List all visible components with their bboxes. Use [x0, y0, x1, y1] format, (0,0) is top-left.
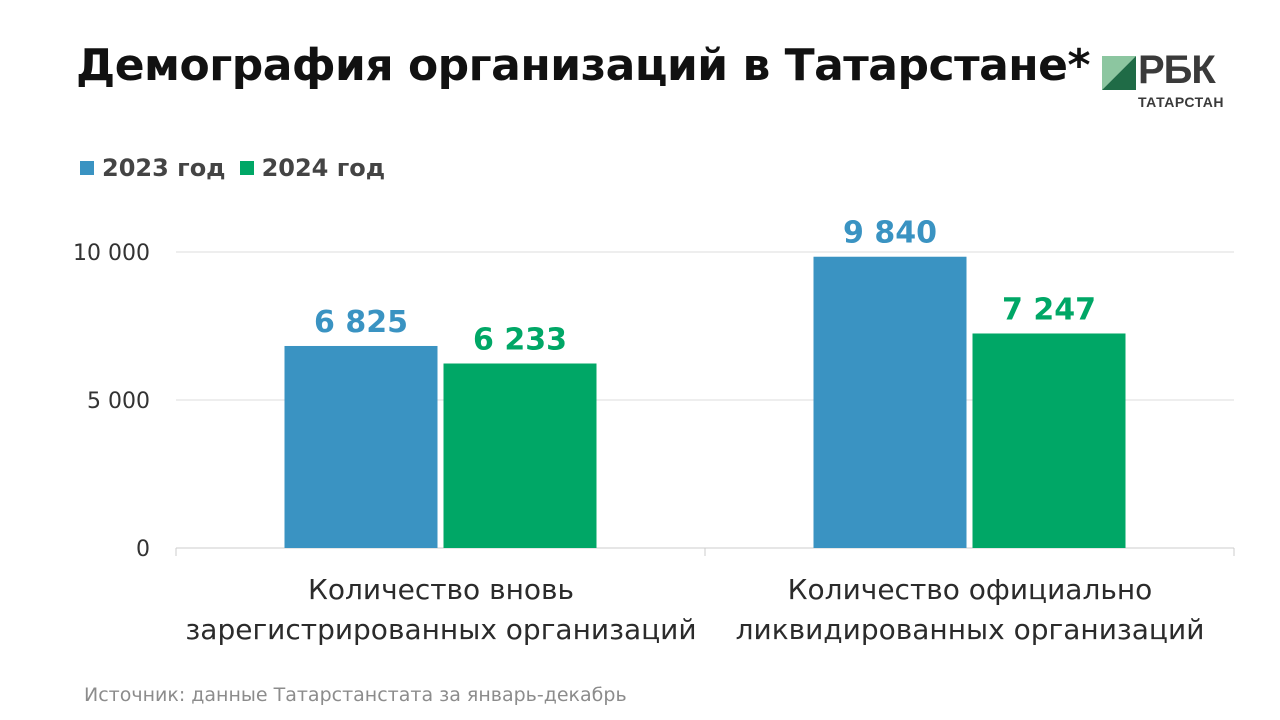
source-note: Источник: данные Татарстанстата за январ… — [84, 684, 627, 706]
legend-label-2024: 2024 год — [261, 154, 386, 182]
legend-swatch-2023 — [80, 161, 94, 175]
data-label: 7 247 — [1002, 292, 1096, 327]
bar-2023 — [813, 256, 967, 548]
category-label-liquidated: Количество официально ликвидированных ор… — [690, 570, 1250, 650]
legend-swatch-2024 — [239, 161, 254, 175]
rbc-logo: РБК ТАТАРСТАН — [1102, 48, 1242, 116]
y-tick-label: 0 — [136, 537, 150, 562]
data-label: 9 840 — [843, 216, 937, 251]
category-label-line: ликвидированных организаций — [735, 613, 1205, 646]
category-label-registered: Количество вновь зарегистрированных орга… — [161, 570, 721, 650]
legend: 2023 год 2024 год — [80, 154, 385, 182]
category-label-line: Количество вновь — [307, 573, 575, 606]
legend-label-2023: 2023 год — [102, 154, 226, 182]
y-tick-label: 10 000 — [73, 241, 150, 266]
y-tick-label: 5 000 — [87, 389, 150, 414]
logo-main-text: РБК — [1138, 48, 1216, 92]
rbc-logo-icon — [1102, 56, 1136, 90]
category-label-line: зарегистрированных организаций — [185, 613, 697, 646]
chart-title: Демография организаций в Татарстане* — [76, 40, 1091, 91]
data-label: 6 233 — [473, 323, 567, 358]
category-label-line: Количество официально — [787, 573, 1153, 606]
bar-2024 — [443, 363, 597, 548]
logo-sub-text: ТАТАРСТАН — [1138, 94, 1225, 110]
data-label: 6 825 — [314, 305, 408, 340]
bar-2024 — [972, 333, 1126, 548]
bar-2023 — [284, 345, 438, 548]
legend-item-2023: 2023 год — [80, 154, 226, 182]
legend-item-2024: 2024 год — [239, 154, 386, 182]
